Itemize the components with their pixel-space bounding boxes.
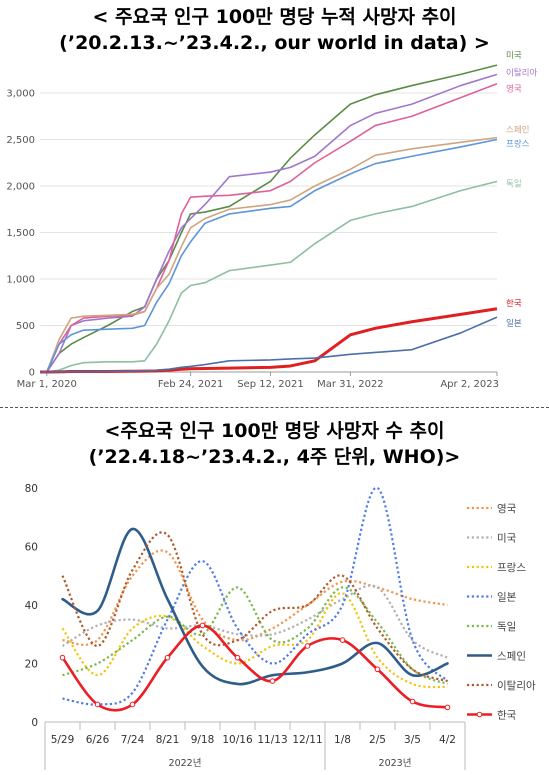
series-line-독일 (62, 586, 448, 686)
legend-label: 영국 (497, 503, 517, 515)
x-tick-label: 7/24 (121, 734, 145, 746)
data-point (304, 643, 311, 649)
x-tick-label: 5/29 (51, 734, 75, 746)
series-line-영국 (40, 82, 498, 373)
legend-entry: 영국 (467, 503, 517, 515)
y-tick-label: 20 (25, 659, 38, 671)
chart1-title: < 주요국 인구 100만 명당 누적 사망자 추이 (92, 6, 457, 28)
legend-entry: 한국 (467, 710, 517, 722)
y-tick-label: 0 (31, 717, 38, 729)
legend-label: 프랑스 (497, 562, 526, 574)
x-tick-label: Mar 31, 2022 (317, 379, 384, 390)
x-tick-label: 12/11 (292, 734, 322, 746)
x-tick-label: Apr 2, 2023 (440, 379, 499, 390)
y-tick-label: 1,000 (6, 275, 35, 286)
data-point (269, 678, 276, 684)
data-point (129, 701, 136, 708)
series-end-label: 이탈리아 (506, 67, 537, 78)
series-line-스페인 (61, 527, 449, 686)
series-end-label: 프랑스 (506, 139, 530, 150)
x-tick-label: 1/8 (334, 734, 351, 746)
data-point (374, 666, 381, 673)
series-line-미국 (61, 584, 448, 659)
series-line-스페인 (40, 136, 498, 373)
series-line-프랑스 (40, 138, 498, 373)
y-tick-label: 2,000 (6, 182, 35, 193)
data-point (199, 622, 206, 629)
legend-entry: 독일 (467, 620, 516, 633)
legend-entry: 이탈리아 (467, 679, 536, 692)
x-tick-label: 4/2 (439, 734, 456, 746)
legend-entry: 미국 (467, 533, 517, 545)
y-tick-label: 80 (25, 483, 38, 495)
legend-entry: 일본 (467, 591, 517, 604)
legend-label: 스페인 (497, 651, 526, 663)
series-line-일본 (62, 486, 449, 706)
series-line-프랑스 (61, 592, 448, 689)
series-end-label: 일본 (506, 319, 522, 329)
data-point (409, 698, 416, 705)
y-tick-label: 2,500 (6, 135, 35, 146)
x-tick-label: Mar 1, 2020 (17, 379, 77, 390)
chart-divider (0, 407, 549, 408)
series-line-독일 (40, 180, 498, 373)
data-point (444, 704, 451, 711)
y-tick-label: 40 (25, 600, 38, 612)
legend-label: 독일 (497, 620, 516, 633)
chart2-title: <주요국 인구 100만 명당 사망자 수 추이 (104, 420, 445, 442)
x-tick-label: Feb 24, 2021 (158, 379, 223, 390)
series-line-한국 (61, 624, 449, 712)
series-end-label: 한국 (506, 299, 522, 309)
x-tick-label: 9/18 (191, 734, 215, 746)
y-tick-label: 3,000 (6, 89, 35, 100)
year-label: 2022년 (169, 758, 202, 769)
chart1-subtitle: (’20.2.13.~’23.4.2., our world in data) … (59, 32, 490, 54)
data-point (339, 637, 346, 643)
chart2-subtitle: (’22.4.18~’23.4.2., 4주 단위, WHO)> (88, 446, 461, 468)
year-label: 2023년 (379, 758, 412, 769)
data-point (59, 654, 66, 661)
x-tick-label: 11/13 (257, 734, 287, 746)
legend-entry: 프랑스 (467, 562, 526, 574)
legend-label: 이탈리아 (497, 679, 536, 692)
legend-label: 일본 (497, 591, 517, 604)
series-line-영국 (62, 549, 448, 646)
y-tick-label: 60 (25, 542, 38, 554)
legend-marker (476, 711, 483, 718)
data-point (234, 654, 241, 661)
x-tick-label: 8/21 (156, 734, 180, 746)
series-line-일본 (40, 316, 498, 373)
y-tick-label: 1,500 (6, 228, 35, 239)
y-tick-label: 0 (29, 368, 35, 379)
legend-label: 미국 (497, 533, 517, 545)
series-end-label: 미국 (506, 51, 522, 61)
x-tick-label: 2/5 (369, 734, 386, 746)
x-tick-label: Sep 12, 2021 (237, 379, 304, 390)
x-tick-label: 10/16 (222, 734, 253, 746)
series-end-label: 독일 (506, 179, 522, 189)
series-line-이탈리아 (61, 531, 448, 683)
legend-label: 한국 (497, 710, 517, 722)
legend-entry: 스페인 (467, 651, 526, 663)
x-tick-label: 6/26 (86, 734, 110, 746)
y-tick-label: 500 (16, 321, 35, 332)
series-end-label: 영국 (506, 84, 522, 95)
cumulative-deaths-chart: 0 500 1,000 1,500 2,000 2,500 3,000 Mar 1, 2020… (6, 51, 537, 390)
series-line-이탈리아 (40, 73, 498, 373)
series-end-label: 스페인 (506, 125, 529, 136)
x-tick-label: 3/5 (404, 734, 421, 746)
data-point (164, 654, 171, 661)
data-point (94, 701, 101, 708)
